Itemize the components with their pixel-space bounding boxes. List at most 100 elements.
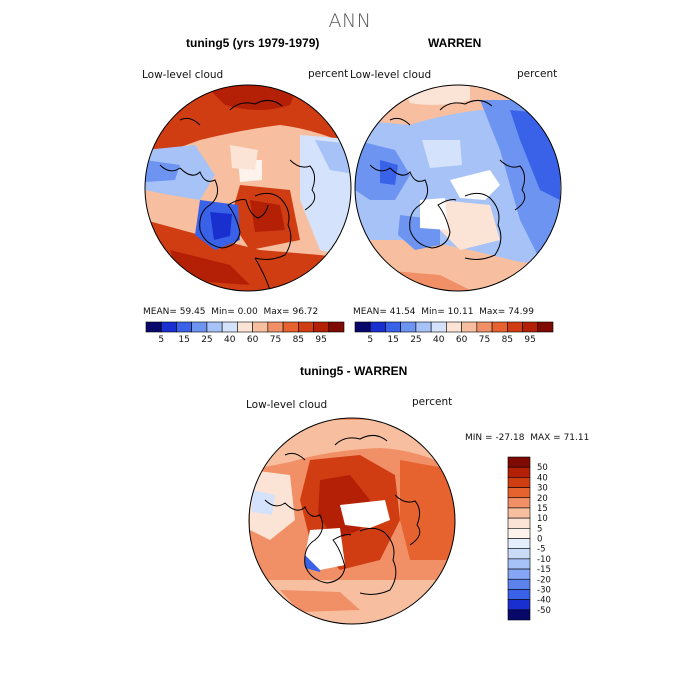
min-label: MIN = <box>465 433 493 443</box>
colorbar-tick-label: -50 <box>537 606 551 616</box>
colorbar-tick-label: 25 <box>410 335 421 345</box>
colorbar-swatch <box>537 321 554 333</box>
colorbar-swatch <box>507 528 531 539</box>
min-value: -27.18 <box>495 433 525 443</box>
colorbar-swatch <box>507 548 531 560</box>
colorbar-swatch <box>221 321 238 333</box>
min-label: Min= <box>211 307 235 317</box>
map3-coastlines <box>264 435 421 595</box>
colorbar-swatch <box>385 321 401 333</box>
colorbar-tick-label: 5 <box>158 335 164 345</box>
colorbar-abs-1: 5 15 25 40 60 75 85 95 <box>145 321 345 345</box>
mean-value: 59.45 <box>179 307 206 317</box>
colorbar-swatch <box>476 321 493 333</box>
colorbar-swatch <box>191 321 208 333</box>
colorbar-swatch <box>298 321 314 333</box>
colorbar-tick-label: 50 <box>537 463 548 473</box>
colorbar-tick-label: 25 <box>201 335 212 345</box>
panel1-units-label: percent <box>308 68 349 80</box>
colorbar-swatch <box>507 538 531 549</box>
colorbar-swatch <box>282 321 299 333</box>
colorbar-swatch <box>446 321 462 333</box>
min-value: 10.11 <box>447 307 474 317</box>
max-label: Max= <box>479 307 506 317</box>
colorbar-tick-label: -10 <box>537 555 551 565</box>
min-value: 0.00 <box>237 307 258 317</box>
colorbar-tick-label: 40 <box>433 335 445 345</box>
colorbar-tick-label: 40 <box>537 473 548 483</box>
map2-coastlines <box>369 100 526 260</box>
colorbar-swatch <box>415 321 432 333</box>
panel3-units-label: percent <box>412 396 453 408</box>
colorbar-swatch <box>507 558 531 570</box>
panel1-title: tuning5 (yrs 1979-1979) <box>186 36 320 50</box>
colorbar-swatch <box>507 589 531 600</box>
colorbar-swatch <box>491 321 508 333</box>
colorbar-tick-label: 40 <box>224 335 236 345</box>
mean-label: MEAN= <box>143 307 177 317</box>
colorbar-tick-label: -15 <box>537 565 551 575</box>
colorbar-tick-label: 95 <box>524 335 535 345</box>
colorbar-swatch <box>507 466 531 478</box>
colorbar-swatch <box>522 321 539 333</box>
colorbar-tick-label: 85 <box>293 335 304 345</box>
colorbar-tick-label: 15 <box>387 335 398 345</box>
max-label: Max= <box>263 307 290 317</box>
colorbar-tick-label: -30 <box>537 585 551 595</box>
colorbar-swatch <box>267 321 284 333</box>
colorbar-swatch <box>252 321 269 333</box>
map-warren <box>355 85 561 291</box>
colorbar-tick-label: 30 <box>537 484 548 494</box>
colorbar-tick-label: 10 <box>537 514 548 524</box>
colorbar-tick-label: 75 <box>270 335 281 345</box>
colorbar-tick-label: 0 <box>537 535 542 545</box>
colorbar-swatch <box>507 599 531 611</box>
colorbar-tick-label: 15 <box>178 335 189 345</box>
colorbar-swatch <box>206 321 223 333</box>
colorbar-swatch <box>507 497 531 509</box>
colorbar-swatch <box>369 321 386 333</box>
colorbar-swatch <box>145 321 162 333</box>
colorbar-swatch <box>176 321 192 333</box>
colorbar-swatch <box>507 578 531 590</box>
colorbar-tick-label: 60 <box>247 335 259 345</box>
colorbar-swatch <box>507 477 531 488</box>
colorbar-swatch <box>507 456 531 468</box>
min-label: Min= <box>421 307 445 317</box>
colorbar-tick-label: 75 <box>479 335 490 345</box>
colorbar-swatch <box>461 321 478 333</box>
max-value: 71.11 <box>563 433 590 443</box>
colorbar-swatch <box>507 517 531 529</box>
map1-coastlines <box>159 100 316 291</box>
panel1-stats: MEAN= 59.45 Min= 0.00 Max= 96.72 <box>143 307 353 317</box>
colorbar-tick-label: -40 <box>537 596 551 606</box>
mean-label: MEAN= <box>353 307 387 317</box>
mean-value: 41.54 <box>389 307 416 317</box>
main-title: ANN <box>328 10 372 32</box>
colorbar-tick-label: 5 <box>367 335 373 345</box>
panel2-field-label: Low-level cloud <box>350 69 432 81</box>
colorbar-tick-label: 85 <box>502 335 513 345</box>
colorbar-tick-label: 5 <box>537 524 542 534</box>
max-value: 74.99 <box>508 307 534 317</box>
colorbar-swatch <box>507 507 531 519</box>
colorbar-tick-label: 15 <box>537 504 548 514</box>
panel3-title: tuning5 - WARREN <box>300 364 408 378</box>
max-label: MAX = <box>530 433 561 443</box>
colorbar-abs-2: 5 15 25 40 60 75 85 95 <box>354 321 554 345</box>
panel2-stats: MEAN= 41.54 Min= 10.11 Max= 74.99 <box>353 307 563 317</box>
panel3-stats: MIN = -27.18 MAX = 71.11 <box>465 433 635 443</box>
panel1-field-label: Low-level cloud <box>142 69 224 81</box>
colorbar-swatch <box>507 321 523 333</box>
colorbar-swatch <box>313 321 330 333</box>
colorbar-swatch <box>237 321 253 333</box>
colorbar-swatch <box>507 487 531 499</box>
colorbar-swatch <box>507 568 531 580</box>
max-value: 96.72 <box>292 307 319 317</box>
colorbar-swatch <box>354 321 371 333</box>
colorbar-tick-label: 60 <box>456 335 468 345</box>
colorbar-swatch <box>328 321 345 333</box>
colorbar-tick-label: 95 <box>315 335 326 345</box>
colorbar-tick-label: -5 <box>537 545 545 555</box>
